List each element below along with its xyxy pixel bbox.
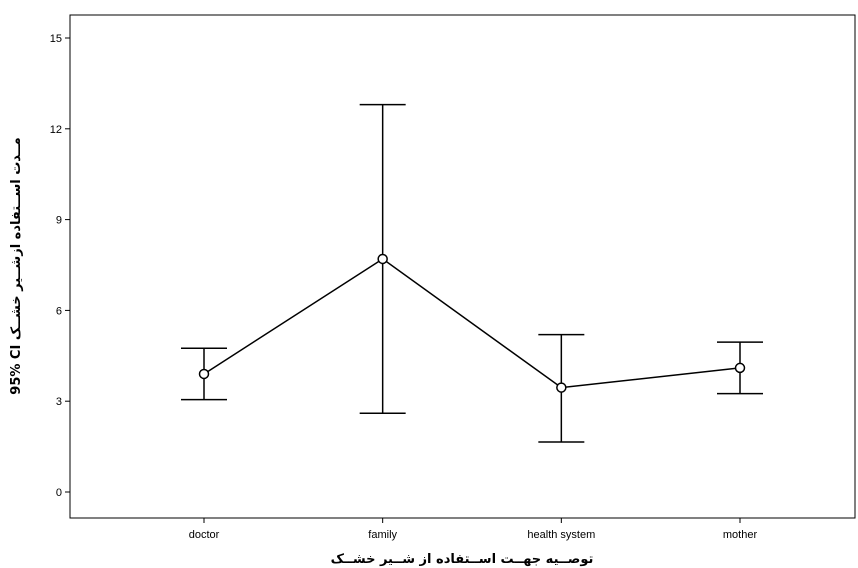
y-tick-label-1: 3	[56, 396, 62, 408]
chart-marks	[181, 103, 763, 443]
error-bar-3	[717, 341, 763, 395]
error-bar-2	[538, 333, 585, 443]
x-tick-label-2: health system	[527, 529, 595, 541]
mean-point-2	[556, 382, 567, 393]
plot-frame	[69, 14, 856, 519]
error-bar-1	[359, 103, 406, 415]
error-bar-0	[181, 347, 227, 401]
x-axis-title: توصــیه جهــت اســتفاده از شــیر خشــک	[331, 552, 594, 567]
mean-point-3	[734, 362, 746, 374]
y-tick-label-2: 6	[56, 305, 62, 317]
y-tick-label-4: 12	[50, 124, 62, 136]
y-tick-label-3: 9	[56, 215, 62, 227]
y-tick-label-5: 15	[50, 33, 62, 45]
x-tick-label-3: mother	[723, 529, 758, 541]
y-axis: 0 3 6 9 12 15	[50, 33, 70, 499]
mean-point-1	[377, 253, 388, 265]
mean-point-0	[198, 368, 210, 380]
mean-line	[203, 258, 741, 389]
x-tick-label-1: family	[368, 529, 397, 541]
x-tick-label-0: doctor	[189, 529, 220, 541]
y-tick-label-0: 0	[56, 487, 62, 499]
x-axis: doctor family health system mother	[189, 518, 758, 541]
y-axis-title: 95% CI مــدت اســتفاده ازشــیر خشــک	[9, 137, 24, 394]
